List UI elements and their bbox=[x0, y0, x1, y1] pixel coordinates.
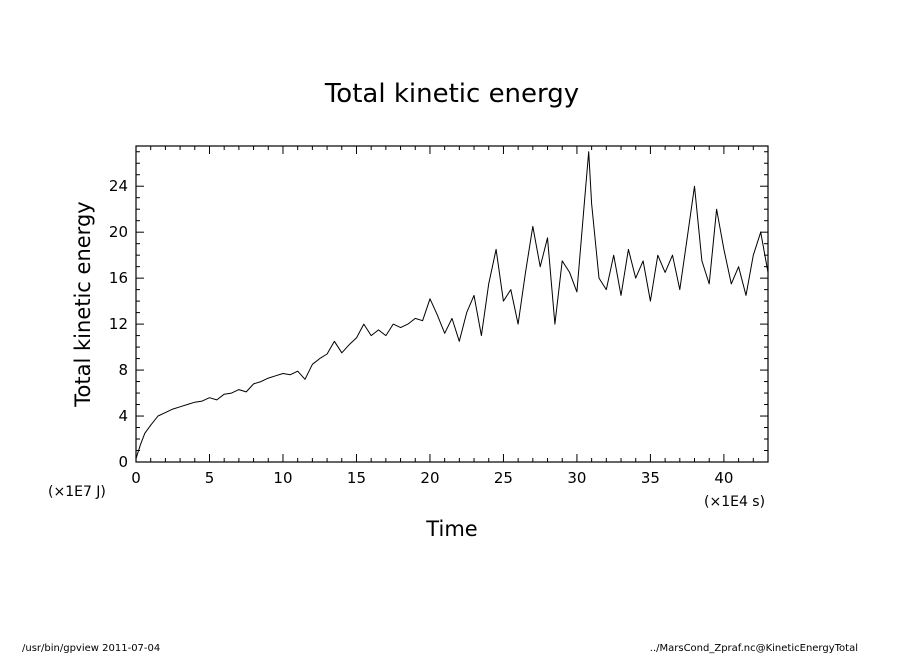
x-tick-label: 40 bbox=[714, 469, 733, 487]
x-tick-label: 30 bbox=[567, 469, 586, 487]
y-axis-title: Total kinetic energy bbox=[71, 201, 95, 407]
x-tick-label: 5 bbox=[205, 469, 215, 487]
x-unit-label: (×1E4 s) bbox=[704, 494, 765, 510]
x-tick-label: 25 bbox=[494, 469, 513, 487]
axis-tick-labels: 0 5 10 15 20 25 30 35 40 0 4 8 12 16 20 24 bbox=[109, 177, 734, 487]
plot-border bbox=[135, 145, 769, 463]
y-tick-label: 0 bbox=[118, 453, 128, 471]
x-tick-label: 35 bbox=[641, 469, 660, 487]
y-tick-label: 12 bbox=[109, 315, 128, 333]
x-tick-label: 20 bbox=[420, 469, 439, 487]
y-tick-label: 8 bbox=[118, 361, 128, 379]
y-tick-label: 4 bbox=[118, 407, 128, 425]
chart-title: Total kinetic energy bbox=[324, 79, 579, 109]
series-line-0 bbox=[135, 151, 769, 459]
x-tick-label: 10 bbox=[273, 469, 292, 487]
x-axis-title: Time bbox=[425, 517, 477, 541]
footer-left: /usr/bin/gpview 2011-07-04 bbox=[22, 643, 160, 654]
series-layer bbox=[135, 151, 769, 459]
plot-frame bbox=[135, 145, 769, 463]
y-unit-label: (×1E7 J) bbox=[48, 484, 106, 500]
y-tick-label: 20 bbox=[109, 223, 128, 241]
x-tick-label: 15 bbox=[347, 469, 366, 487]
footer-right: ../MarsCond_Zpraf.nc@KineticEnergyTotal bbox=[650, 643, 858, 654]
y-tick-label: 24 bbox=[109, 177, 128, 195]
axis-ticks bbox=[135, 146, 769, 463]
x-tick-label: 0 bbox=[131, 469, 141, 487]
y-tick-label: 16 bbox=[109, 269, 128, 287]
